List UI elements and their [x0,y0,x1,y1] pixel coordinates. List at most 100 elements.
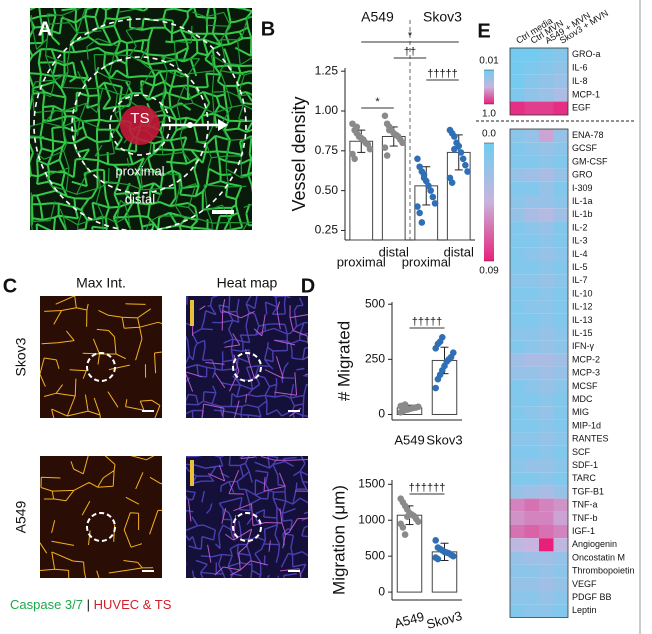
row-label: IL-8 [572,76,588,86]
heat-cell [524,88,539,102]
heat-cell [510,313,525,327]
heat-cell [553,274,568,288]
x-tick-label: proximal [402,254,451,269]
group-label: Skov3 [423,9,462,25]
heat-cell [524,340,539,354]
row-label: IL-6 [572,62,588,72]
data-point [366,145,374,153]
heat-cell [553,88,568,102]
heat-cell [553,379,568,393]
heat-cell [539,445,554,459]
heat-cell [510,564,525,578]
y-tick-label: 0 [378,407,385,421]
caption-part: Caspase 3/7 [10,597,83,612]
heat-cell [524,498,539,512]
heat-cell [510,48,525,62]
row-label: SDF-1 [572,460,598,470]
vessel-network-bright [40,296,162,418]
heat-cell [524,327,539,341]
heat-cell [524,221,539,235]
row-label: IL-5 [572,262,588,272]
column-title: Heat map [217,275,278,291]
panel-letter: B [261,18,275,40]
heat-scale [190,300,194,326]
panel-letter: C [3,275,17,297]
heat-cell [553,445,568,459]
heat-cell [524,261,539,275]
heat-cell [539,221,554,235]
heat-cell [539,340,554,354]
heat-cell [510,379,525,393]
heat-cell [524,564,539,578]
heat-cell [524,419,539,433]
y-tick-label: 0.50 [315,183,339,197]
column-title: Max Int. [76,275,126,291]
heat-cell [539,195,554,209]
row-label: TNF-a [572,500,598,510]
heat-cell [539,604,554,618]
heat-cell [553,353,568,367]
data-point [381,144,389,151]
data-point [420,171,428,179]
heat-cell [510,485,525,499]
data-point [418,219,426,226]
heat-cell [510,472,525,486]
heat-cell [553,432,568,446]
heat-cell [510,366,525,380]
scale-bar [142,410,154,412]
scale-bar [212,210,234,214]
heat-cell [524,459,539,473]
heat-cell [510,432,525,446]
data-point [451,145,458,153]
heat-cell [553,551,568,565]
row-label: MCSF [572,381,598,391]
heat-cell [553,313,568,327]
heat-cell [553,538,568,552]
panel-letter: E [477,20,490,42]
arrow-head [218,119,228,131]
heat-cell [539,129,554,143]
heat-cell [539,577,554,591]
heat-cell [539,525,554,539]
data-point [414,155,421,163]
heat-cell [553,472,568,486]
region-label: proximal [115,163,164,178]
heat-cell [539,61,554,75]
heat-cell [524,247,539,261]
heat-cell [539,327,554,341]
heat-cell [553,61,568,75]
data-point [439,333,446,341]
spheroid-ring [232,512,262,542]
row-label: Thrombopoietin [572,566,635,576]
heat-cell [510,129,525,143]
heat-cell [553,406,568,420]
heat-cell [539,287,554,301]
heat-cell [553,564,568,578]
heat-cell [524,300,539,314]
heat-cell [524,577,539,591]
data-point [457,149,465,156]
colorbar [484,143,494,261]
row-label: I-309 [572,183,593,193]
heat-cell [539,353,554,367]
heat-cell [510,353,525,367]
heat-cell [553,168,568,182]
heat-cell [510,445,525,459]
heat-cell [553,48,568,62]
row-label: VEGF [572,579,597,589]
y-axis-label: Vessel density [289,96,309,211]
data-point [432,537,440,544]
colorbar-label: 0.0 [482,129,496,140]
heat-cell [553,181,568,195]
heat-cell [510,101,525,115]
heat-cell [524,129,539,143]
row-label: IFN-γ [572,341,594,351]
row-label: TNF-b [572,513,598,523]
significance-mark: ††††† [412,316,443,328]
row-label: IGF-1 [572,526,595,536]
heat-cell [524,195,539,209]
row-label: MCP-1 [572,89,600,99]
heat-cell [510,181,525,195]
colorbar-label: 1.0 [482,109,496,120]
